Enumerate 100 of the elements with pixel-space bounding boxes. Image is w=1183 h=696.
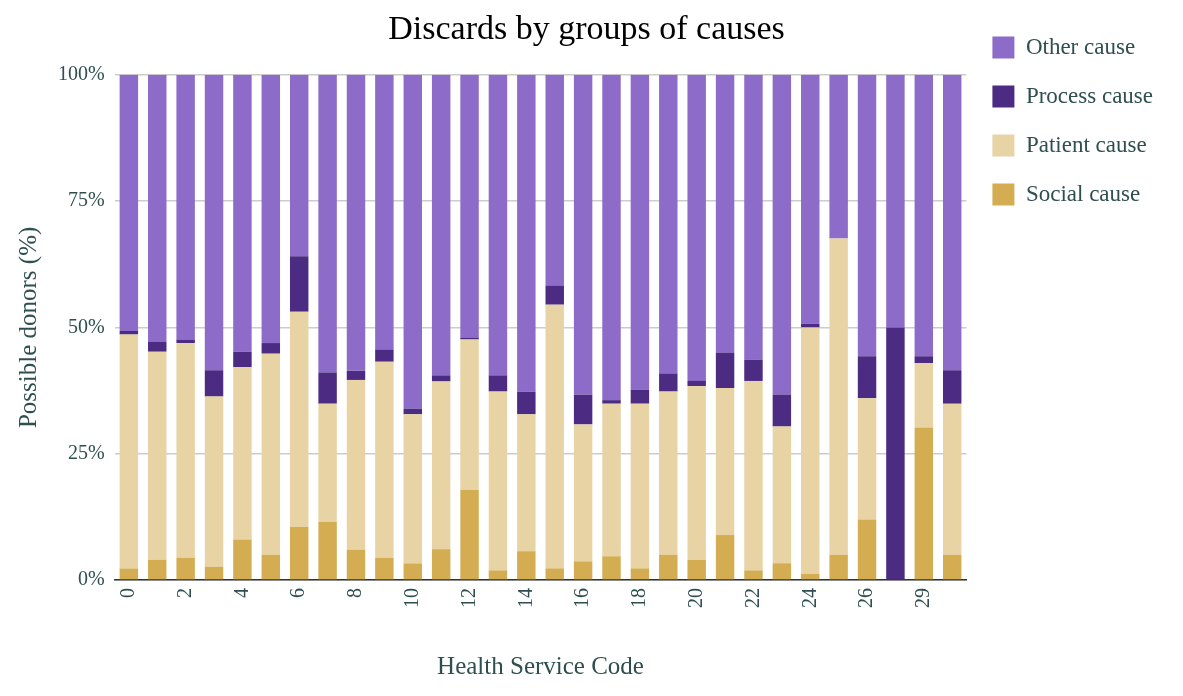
bar <box>744 74 763 360</box>
bar <box>829 238 848 555</box>
bar <box>148 559 167 580</box>
bar <box>460 490 479 580</box>
x-tick-label: 2 <box>172 588 195 598</box>
bar <box>261 74 281 344</box>
legend-label: Other cause <box>1025 33 1136 59</box>
bar <box>346 370 366 380</box>
bar <box>431 74 451 376</box>
bar <box>289 256 309 312</box>
bar <box>715 388 735 536</box>
bar <box>261 343 281 354</box>
x-tick-label: 4 <box>229 588 252 598</box>
bar <box>687 74 706 381</box>
bar <box>261 554 281 580</box>
bar <box>857 356 877 399</box>
x-tick-label: 12 <box>456 588 479 608</box>
bar <box>942 370 962 404</box>
bar <box>857 398 877 520</box>
bar <box>176 74 195 340</box>
x-tick-label: 18 <box>627 588 650 608</box>
bar <box>289 311 309 527</box>
bar <box>659 554 678 580</box>
bar <box>346 549 366 580</box>
bar <box>148 351 167 560</box>
bar <box>488 391 508 571</box>
x-tick-label: 0 <box>116 588 139 598</box>
bar <box>942 74 962 371</box>
bar <box>573 424 593 562</box>
bar <box>687 559 706 580</box>
bar <box>204 396 224 567</box>
bar <box>602 400 621 404</box>
bar <box>886 74 905 328</box>
bar <box>204 74 224 371</box>
x-tick-label: 10 <box>400 588 423 608</box>
legend-label: Patient cause <box>1025 131 1147 157</box>
bar <box>545 74 564 286</box>
bar <box>517 391 536 415</box>
bar <box>772 426 792 564</box>
bar <box>573 74 593 395</box>
bar <box>545 304 564 569</box>
bar <box>602 403 621 557</box>
bar <box>204 370 224 397</box>
y-tick-label: 75% <box>67 188 105 211</box>
bar <box>488 570 508 580</box>
bar <box>914 74 934 357</box>
bar <box>545 285 564 305</box>
bar <box>403 563 422 580</box>
bar <box>346 74 366 371</box>
legend-label: Process cause <box>1025 82 1154 108</box>
bar <box>801 573 820 580</box>
chart-title: Discards by groups of causes <box>388 9 785 47</box>
bar <box>659 74 678 374</box>
bar <box>176 343 195 558</box>
bar <box>772 563 792 580</box>
y-tick-label: 50% <box>67 314 105 337</box>
bar <box>772 394 792 427</box>
bar <box>857 519 877 580</box>
bar <box>914 356 934 364</box>
bar <box>602 556 621 580</box>
bar <box>318 74 337 373</box>
bar <box>573 394 593 425</box>
bar <box>233 539 252 580</box>
bar <box>289 526 309 580</box>
bar <box>403 414 422 564</box>
bar <box>375 557 394 580</box>
bar <box>659 373 678 392</box>
bar <box>460 74 479 338</box>
bar <box>857 74 877 357</box>
bar <box>233 367 252 540</box>
bar <box>687 386 706 560</box>
bar <box>715 535 735 580</box>
bar <box>261 353 281 555</box>
bar <box>744 359 763 381</box>
bar <box>715 74 735 353</box>
bar <box>602 74 621 401</box>
bar <box>318 372 337 404</box>
bar <box>744 570 763 580</box>
bar <box>431 549 451 580</box>
bar <box>488 375 508 392</box>
x-tick-label: 22 <box>740 588 763 608</box>
bar <box>517 414 536 552</box>
bar <box>375 361 394 558</box>
y-axis-title: Possible donors (%) <box>13 226 42 429</box>
bar <box>289 74 309 257</box>
x-axis-title: Health Service Code <box>437 651 644 679</box>
bar <box>829 554 848 580</box>
bar <box>119 334 139 569</box>
bar <box>431 381 451 550</box>
x-tick-label: 20 <box>683 588 706 608</box>
y-tick-label: 25% <box>67 440 105 463</box>
bar <box>914 427 934 580</box>
x-tick-label: 26 <box>854 588 877 608</box>
x-tick-label: 6 <box>286 588 309 598</box>
x-tick-label: 29 <box>911 588 934 608</box>
y-tick-label: 0% <box>77 567 105 590</box>
bar <box>630 74 650 390</box>
bar <box>488 74 508 376</box>
bar <box>801 327 820 574</box>
bar <box>431 375 451 382</box>
